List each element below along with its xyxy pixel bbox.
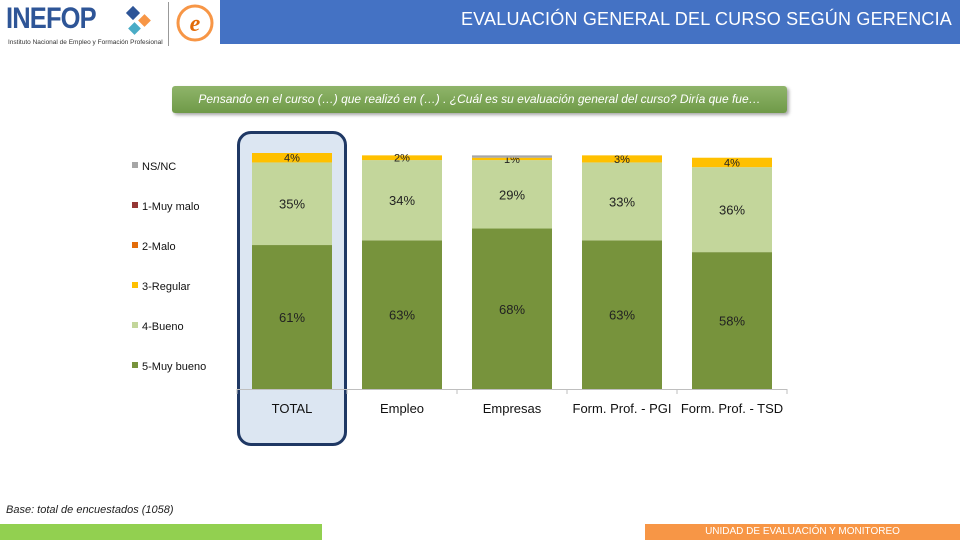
bar-5-muy-bueno-form-prof-tsd — [692, 252, 772, 389]
legend-swatch-5-muy-bueno — [132, 362, 138, 368]
page-title: EVALUACIÓN GENERAL DEL CURSO SEGÚN GEREN… — [460, 9, 952, 29]
legend-swatch-1-muy-malo — [132, 202, 138, 208]
question-box: Pensando en el curso (…) que realizó en … — [172, 86, 787, 113]
logo-divider — [168, 2, 169, 46]
bar-5-muy-bueno-empleo — [362, 240, 442, 389]
question-text: Pensando en el curso (…) que realizó en … — [198, 92, 761, 106]
bar-3-regular-form-prof-tsd — [692, 157, 772, 168]
data-label-3-regular-total: 4% — [284, 153, 300, 165]
data-label-5-muy-bueno-total: 61% — [279, 310, 305, 325]
category-label-empresas: Empresas — [483, 401, 542, 416]
category-label-empleo: Empleo — [380, 401, 424, 416]
data-label-4-bueno-empleo: 34% — [389, 193, 415, 208]
legend-label-ns-nc: NS/NC — [142, 161, 176, 173]
data-label-3-regular-form-prof-tsd: 4% — [724, 157, 740, 169]
base-note: Base: total de encuestados (1058) — [6, 504, 174, 516]
bar-ns-nc-empresas — [472, 155, 552, 158]
legend-swatch-4-bueno — [132, 322, 138, 328]
legend-swatch-3-regular — [132, 282, 138, 288]
category-label-form-prof-pgi: Form. Prof. - PGI — [573, 401, 672, 416]
legend-label-5-muy-bueno: 5-Muy bueno — [142, 361, 206, 373]
data-label-5-muy-bueno-form-prof-tsd: 58% — [719, 314, 745, 329]
data-label-4-bueno-empresas: 29% — [499, 187, 525, 202]
bar-4-bueno-form-prof-tsd — [692, 167, 772, 253]
data-label-3-regular-empleo: 2% — [394, 153, 410, 165]
footer-green-bar — [0, 524, 322, 540]
bar-5-muy-bueno-empresas — [472, 228, 552, 389]
bar-4-bueno-total — [252, 162, 332, 246]
inefop-logo: INEFOP Instituto Nacional de Empleo y Fo… — [4, 2, 219, 48]
logo-subtitle: Instituto Nacional de Empleo y Formación… — [8, 39, 163, 46]
legend-label-1-muy-malo: 1-Muy malo — [142, 201, 199, 213]
data-label-4-bueno-form-prof-pgi: 33% — [609, 194, 635, 209]
data-label-4-bueno-form-prof-tsd: 36% — [719, 203, 745, 218]
legend-label-4-bueno: 4-Bueno — [142, 321, 184, 333]
bar-3-regular-empresas — [472, 157, 552, 161]
bar-3-regular-total — [252, 153, 332, 163]
bar-4-bueno-empleo — [362, 160, 442, 241]
data-label-5-muy-bueno-empresas: 68% — [499, 302, 525, 317]
title-bar: EVALUACIÓN GENERAL DEL CURSO SEGÚN GEREN… — [220, 0, 960, 44]
legend-swatch-2-malo — [132, 242, 138, 248]
category-label-total: TOTAL — [272, 401, 313, 416]
bar-4-bueno-form-prof-pgi — [582, 162, 662, 241]
logo-symbol-icon — [125, 5, 151, 35]
legend-swatch-ns-nc — [132, 162, 138, 168]
logo-wordmark: INEFOP — [6, 2, 97, 35]
data-label-5-muy-bueno-form-prof-pgi: 63% — [609, 308, 635, 323]
bar-5-muy-bueno-total — [252, 245, 332, 389]
bar-3-regular-form-prof-pgi — [582, 155, 662, 163]
footer-orange-bar: UNIDAD DE EVALUACIÓN Y MONITOREO — [645, 524, 960, 540]
bar-5-muy-bueno-form-prof-pgi — [582, 240, 662, 389]
bar-4-bueno-empresas — [472, 160, 552, 229]
e-logo-icon: e — [176, 4, 214, 42]
footer-unit-label: UNIDAD DE EVALUACIÓN Y MONITOREO — [705, 526, 900, 537]
data-label-3-regular-form-prof-pgi: 3% — [614, 154, 630, 166]
category-label-form-prof-tsd: Form. Prof. - TSD — [681, 401, 783, 416]
data-label-4-bueno-total: 35% — [279, 197, 305, 212]
legend-label-3-regular: 3-Regular — [142, 281, 191, 293]
data-label-5-muy-bueno-empleo: 63% — [389, 308, 415, 323]
legend-label-2-malo: 2-Malo — [142, 241, 176, 253]
bar-3-regular-empleo — [362, 155, 442, 161]
svg-text:e: e — [190, 11, 201, 37]
